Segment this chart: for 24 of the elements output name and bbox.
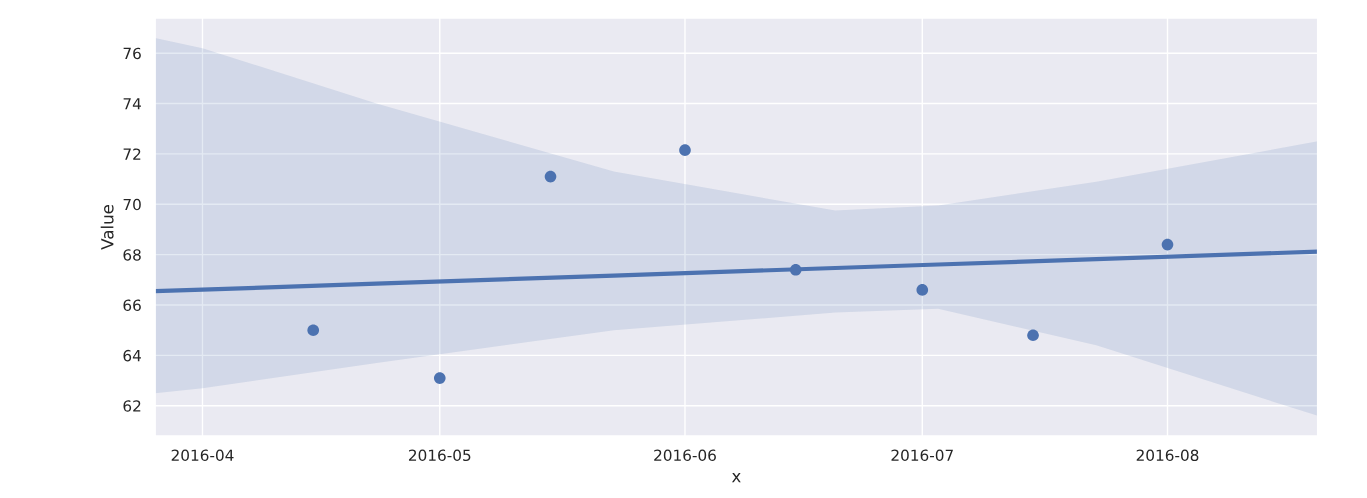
x-tick-label: 2016-04: [171, 449, 234, 462]
y-tick-label: 62: [123, 400, 141, 412]
y-tick-label: 68: [123, 249, 141, 261]
y-tick-label: 64: [123, 349, 141, 362]
y-tick-label: 76: [123, 47, 141, 60]
x-tick-label: 2016-07: [891, 449, 953, 462]
point: [433, 372, 446, 384]
point: [307, 324, 320, 337]
point: [544, 170, 557, 183]
y-tick-label: 74: [123, 98, 141, 110]
point: [679, 144, 691, 156]
point: [789, 263, 802, 276]
y-tick-label: 66: [123, 299, 141, 312]
line-series: [155, 249, 1318, 294]
x-tick-label: 2016-08: [1136, 449, 1199, 462]
x-axis-title: x: [731, 473, 741, 483]
point: [916, 284, 929, 296]
y-tick-label: 70: [123, 198, 141, 211]
x-tick-label: 2016-06: [654, 449, 716, 462]
point: [1027, 329, 1039, 342]
y-axis-title: Value: [100, 204, 114, 250]
y-tick-label: 72: [123, 148, 141, 160]
point: [1161, 238, 1174, 251]
x-tick-label: 2016-05: [408, 449, 471, 462]
